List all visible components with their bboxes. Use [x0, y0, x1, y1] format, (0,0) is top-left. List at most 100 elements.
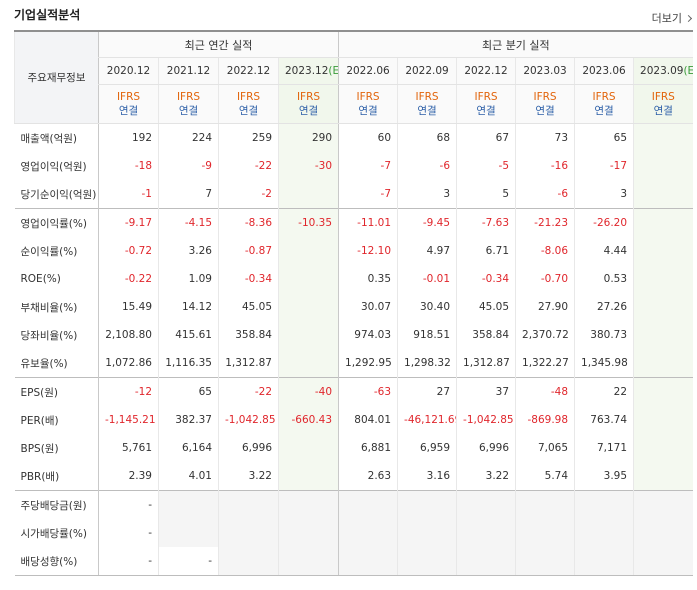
value-cell: -0.22 — [98, 265, 159, 293]
value-cell: - — [98, 490, 159, 519]
empty-cell — [633, 406, 693, 434]
value-cell: 3 — [397, 180, 457, 209]
empty-cell — [456, 490, 516, 519]
period-header: 2020.12 — [98, 57, 159, 85]
value-cell: 3.26 — [158, 237, 219, 265]
empty-cell — [574, 547, 634, 576]
ifrs: IFRS — [474, 91, 498, 103]
value-cell: -48 — [515, 377, 575, 406]
value-cell: -1,042.85 — [456, 406, 516, 434]
empty-cell — [158, 519, 219, 547]
empty-cell — [633, 321, 693, 349]
value-cell: 4.97 — [397, 237, 457, 265]
value-cell: 27.90 — [515, 293, 575, 321]
empty-cell — [633, 208, 693, 237]
period: 2022.12 — [464, 65, 508, 77]
empty-cell — [633, 462, 693, 491]
data-row: PBR(배) 2.39 4.01 3.22 2.63 3.16 3.22 5.74 3.95 — [14, 462, 693, 491]
empty-cell — [158, 490, 219, 519]
period-header: 2023.09(E) — [633, 57, 693, 85]
value-cell: 358.84 — [456, 321, 516, 349]
scope: 연결 — [358, 105, 378, 117]
value-cell: 7,065 — [515, 434, 575, 462]
value-cell: 224 — [158, 123, 219, 152]
value-cell: 7 — [158, 180, 219, 209]
period: 2022.12 — [226, 65, 271, 77]
row-label: BPS(원) — [14, 434, 99, 462]
value-cell: 6,959 — [397, 434, 457, 462]
empty-cell — [633, 349, 693, 378]
scope: 연결 — [476, 105, 496, 117]
value-cell: -30 — [277, 152, 339, 180]
value-cell: 15.49 — [98, 293, 159, 321]
standard-header: IFRS 연결 — [158, 84, 219, 124]
value-cell: 22 — [574, 377, 634, 406]
value-cell: 974.03 — [338, 321, 398, 349]
row-label: 영업이익(억원) — [14, 152, 99, 180]
value-cell: -1,145.21 — [98, 406, 159, 434]
value-cell: 4.44 — [574, 237, 634, 265]
value-cell: -10.35 — [277, 208, 339, 237]
empty-cell — [515, 490, 575, 519]
value-cell: 763.74 — [574, 406, 634, 434]
value-cell: 6,996 — [456, 434, 516, 462]
value-cell: -4.15 — [158, 208, 219, 237]
value-cell: 415.61 — [158, 321, 219, 349]
value-cell: -63 — [338, 377, 398, 406]
value-cell: -6 — [515, 180, 575, 209]
value-cell: 2,108.80 — [98, 321, 159, 349]
value-cell: - — [98, 519, 159, 547]
data-row: 주당배당금(원) - — [14, 490, 693, 519]
value-cell: 60 — [338, 123, 398, 152]
value-cell: -46,121.69 — [397, 406, 457, 434]
data-row: 당좌비율(%) 2,108.80 415.61 358.84 974.03 918.51 3… — [14, 321, 693, 349]
empty-cell — [574, 490, 634, 519]
value-cell: -8.36 — [218, 208, 279, 237]
value-cell: 73 — [515, 123, 575, 152]
value-cell: 5 — [456, 180, 516, 209]
period-header: 2023.06 — [574, 57, 634, 85]
row-label: PER(배) — [14, 406, 99, 434]
value-cell: -9.45 — [397, 208, 457, 237]
value-cell: 192 — [98, 123, 159, 152]
value-cell: -0.01 — [397, 265, 457, 293]
value-cell: 65 — [158, 377, 219, 406]
empty-cell — [277, 490, 339, 519]
value-cell: 30.07 — [338, 293, 398, 321]
ifrs: IFRS — [176, 91, 201, 103]
empty-cell — [397, 490, 457, 519]
value-cell: 37 — [456, 377, 516, 406]
value-cell: 918.51 — [397, 321, 457, 349]
value-cell: 67 — [456, 123, 516, 152]
value-cell: 68 — [397, 123, 457, 152]
empty-cell — [277, 462, 339, 491]
scope: 연결 — [298, 105, 319, 117]
scope: 연결 — [238, 105, 259, 117]
value-cell: 45.05 — [456, 293, 516, 321]
empty-cell — [277, 180, 339, 209]
empty-cell — [633, 377, 693, 406]
empty-cell — [515, 519, 575, 547]
period: 2023.03 — [523, 65, 567, 77]
value-cell: -7.63 — [456, 208, 516, 237]
value-cell: 7,171 — [574, 434, 634, 462]
more-link[interactable]: 더보기 — [652, 10, 691, 26]
value-cell: 3 — [574, 180, 634, 209]
empty-cell — [633, 180, 693, 209]
standard-header: IFRS 연결 — [633, 84, 693, 124]
empty-cell — [633, 547, 693, 576]
value-cell: 1,292.95 — [338, 349, 398, 378]
value-cell: -7 — [338, 180, 398, 209]
value-cell: -8.06 — [515, 237, 575, 265]
value-cell: -22 — [218, 377, 279, 406]
scope: 연결 — [594, 105, 614, 117]
value-cell: -9.17 — [98, 208, 159, 237]
row-label: 배당성향(%) — [14, 547, 99, 576]
value-cell: 4.01 — [158, 462, 219, 491]
value-cell: 1.09 — [158, 265, 219, 293]
empty-cell — [456, 547, 516, 576]
period-header: 2022.12 — [456, 57, 516, 85]
row-label: 영업이익률(%) — [14, 208, 99, 237]
value-cell: 3.22 — [456, 462, 516, 491]
